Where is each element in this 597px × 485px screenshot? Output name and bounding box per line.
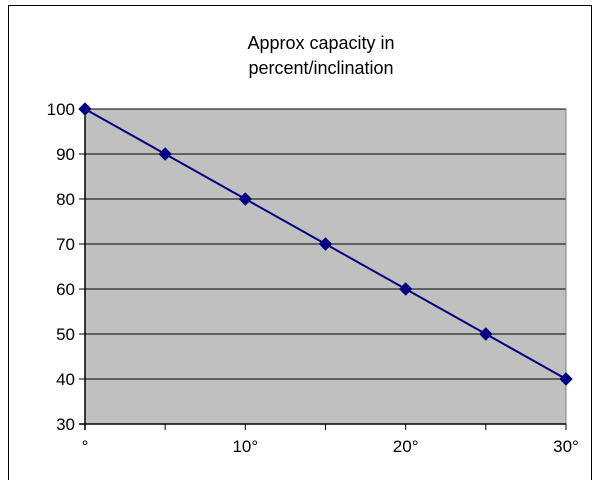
- y-tick-label-7: 100: [47, 100, 75, 119]
- data-point-2: [238, 192, 253, 206]
- data-point-3: [318, 237, 333, 251]
- data-point-1: [158, 147, 172, 161]
- x-tick-label-2: 20°: [393, 437, 419, 456]
- x-tick-label-1: 10°: [232, 437, 258, 456]
- chart-title-line-2: percent/inclination: [248, 58, 393, 78]
- data-point-6: [559, 372, 573, 386]
- y-tick-label-4: 70: [56, 235, 75, 254]
- data-point-5: [479, 327, 493, 341]
- y-tick-label-2: 50: [56, 325, 75, 344]
- x-axis-ticks: ° 10° 20° 30°: [82, 424, 579, 456]
- y-tick-label-5: 80: [56, 190, 75, 209]
- chart-title-line-1: Approx capacity in: [247, 33, 394, 53]
- data-point-4: [398, 282, 413, 296]
- x-tick-label-3: 30°: [553, 437, 579, 456]
- y-axis-ticks: 30 40 50 60 70 80 90 100: [47, 100, 85, 434]
- plot-area: [85, 109, 566, 424]
- y-tick-label-3: 60: [56, 280, 75, 299]
- data-point-0: [78, 102, 92, 116]
- series-group: [78, 102, 573, 386]
- chart-frame: [8, 5, 592, 480]
- y-tick-label-0: 30: [56, 415, 75, 434]
- x-tick-label-0: °: [82, 437, 89, 456]
- axes: [79, 109, 567, 430]
- y-tick-label-6: 90: [56, 145, 75, 164]
- y-tick-label-1: 40: [56, 370, 75, 389]
